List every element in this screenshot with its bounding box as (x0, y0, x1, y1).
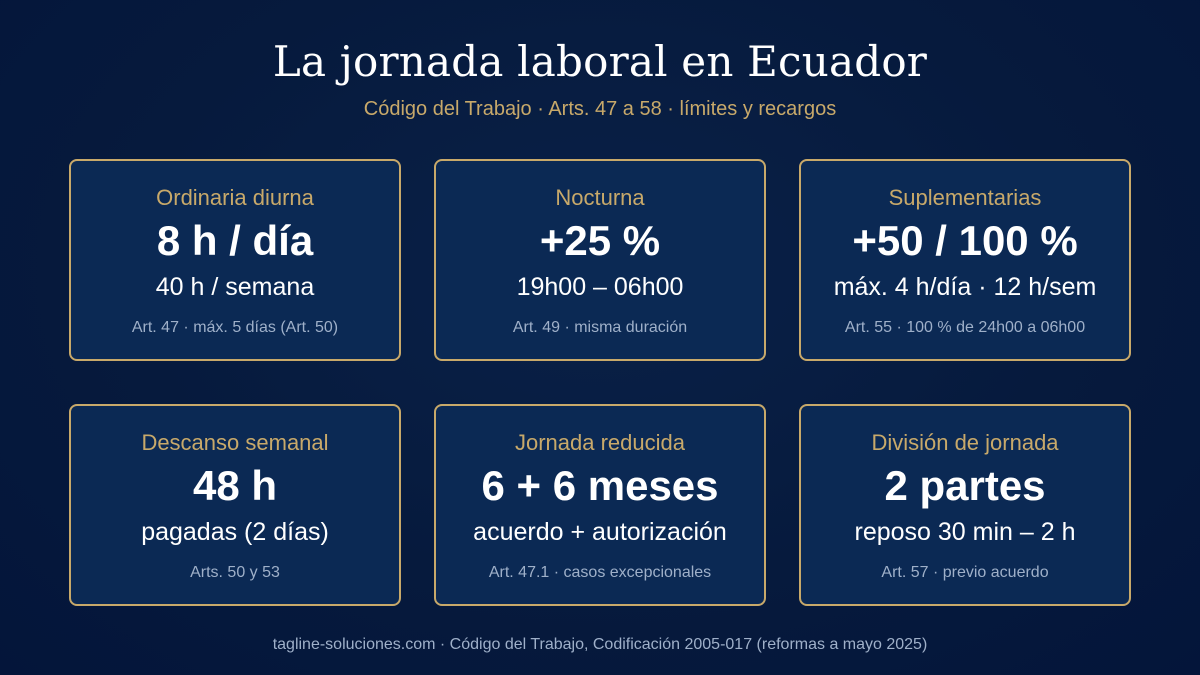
card-value: 6 + 6 meses (481, 462, 719, 509)
card-reference: Art. 47.1 · casos excepcionales (488, 564, 712, 581)
footer-source: tagline-soluciones.com · Código del Trab… (272, 636, 928, 653)
card-value: 2 partes (884, 462, 1046, 509)
card-detail: máx. 4 h/día · 12 h/sem (833, 273, 1097, 301)
card-label: Jornada reducida (514, 430, 685, 455)
card-reference: Art. 55 · 100 % de 24h00 a 06h00 (844, 319, 1086, 336)
card-detail: pagadas (2 días) (141, 518, 329, 546)
card-descanso-semanal: Descanso semanal 48 h pagadas (2 días) A… (69, 404, 401, 606)
card-value: +25 % (539, 217, 661, 264)
card-reference: Arts. 50 y 53 (190, 564, 280, 581)
card-reference: Art. 49 · misma duración (512, 319, 688, 336)
card-value: 48 h (192, 462, 278, 509)
card-label: Descanso semanal (141, 430, 329, 455)
card-nocturna: Nocturna +25 % 19h00 – 06h00 Art. 49 · m… (434, 159, 766, 361)
card-detail: 19h00 – 06h00 (516, 273, 684, 301)
card-reference: Art. 57 · previo acuerdo (881, 564, 1049, 581)
card-ordinaria-diurna: Ordinaria diurna 8 h / día 40 h / semana… (69, 159, 401, 361)
page-subtitle: Código del Trabajo · Arts. 47 a 58 · lím… (363, 98, 837, 120)
cards-grid: Ordinaria diurna 8 h / día 40 h / semana… (69, 159, 1131, 606)
card-jornada-reducida: Jornada reducida 6 + 6 meses acuerdo + a… (434, 404, 766, 606)
card-value: +50 / 100 % (852, 217, 1078, 264)
card-detail: 40 h / semana (155, 273, 315, 301)
card-detail: reposo 30 min – 2 h (854, 518, 1076, 546)
card-label: Ordinaria diurna (156, 185, 314, 210)
card-label: División de jornada (871, 430, 1059, 455)
card-label: Suplementarias (888, 185, 1042, 210)
card-value: 8 h / día (156, 217, 314, 264)
card-label: Nocturna (555, 185, 645, 210)
page-title: La jornada laboral en Ecuador (272, 37, 928, 86)
card-reference: Art. 47 · máx. 5 días (Art. 50) (131, 319, 339, 336)
card-detail: acuerdo + autorización (473, 518, 727, 546)
card-suplementarias: Suplementarias +50 / 100 % máx. 4 h/día … (799, 159, 1131, 361)
card-division-de-jornada: División de jornada 2 partes reposo 30 m… (799, 404, 1131, 606)
